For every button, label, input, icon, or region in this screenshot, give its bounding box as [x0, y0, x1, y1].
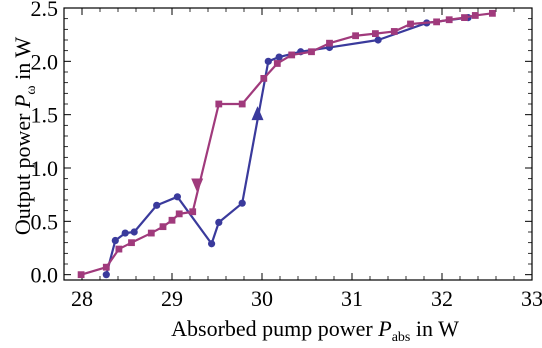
arrow-up-icon: [251, 106, 264, 121]
x-tick-label: 32: [431, 286, 453, 311]
data-point-square: [326, 39, 333, 47]
data-point-square: [407, 20, 414, 28]
data-point-square: [352, 32, 359, 40]
y-tick-label: 2.5: [31, 0, 59, 21]
data-point-square: [461, 14, 468, 21]
y-tick-label: 2.0: [31, 49, 59, 74]
data-point-circle: [275, 53, 283, 61]
data-point-circle: [102, 271, 110, 279]
data-point-square: [288, 51, 296, 59]
series-1: [102, 14, 472, 279]
plot-frame: [63, 7, 533, 281]
data-point-circle: [111, 236, 119, 245]
data-point-square: [189, 208, 197, 216]
data-point-square: [102, 263, 110, 271]
data-point-square: [238, 100, 246, 108]
data-point-square: [471, 12, 479, 19]
data-point-circle: [173, 193, 181, 201]
data-point-square: [445, 16, 453, 24]
y-axis-title: Output power Pω in W: [10, 37, 39, 235]
data-point-square: [115, 245, 123, 253]
x-tick-label: 29: [161, 286, 183, 311]
data-point-square: [147, 229, 155, 237]
data-point-circle: [130, 228, 138, 236]
data-point-square: [168, 216, 176, 224]
x-tick-label: 31: [341, 286, 363, 311]
x-tick-label: 28: [71, 286, 93, 311]
y-tick-label: 0.5: [31, 209, 59, 234]
y-tick-label: 1.0: [31, 156, 59, 181]
x-tick-label: 33: [521, 286, 542, 311]
series-2: [77, 9, 496, 279]
y-tick-label: 1.5: [31, 103, 59, 128]
data-point-square: [215, 100, 223, 108]
data-point-square: [159, 223, 167, 231]
annotation-layer: [191, 106, 264, 193]
data-point-circle: [215, 218, 223, 226]
data-point-circle: [264, 57, 272, 65]
data-point-square: [390, 28, 398, 35]
data-point-square: [273, 60, 281, 67]
data-point-square: [489, 9, 496, 17]
data-point-square: [308, 48, 315, 56]
plot-border: [63, 7, 533, 281]
data-point-square: [128, 239, 135, 247]
data-point-square: [77, 271, 85, 279]
data-point-circle: [153, 201, 161, 209]
data-point-circle: [374, 36, 382, 44]
y-axis-ticks: 0.0 0.5 1.0 1.5 2.0 2.5: [31, 0, 532, 288]
series-line: [80, 12, 493, 276]
data-point-circle: [208, 240, 216, 248]
x-tick-label: 30: [251, 286, 273, 311]
x-axis-ticks: 28 29 30 31 32 33: [71, 8, 542, 311]
data-point-square: [260, 75, 268, 82]
y-tick-label: 0.0: [31, 263, 59, 288]
data-point-square: [175, 210, 183, 218]
arrow-down-icon: [191, 178, 204, 193]
data-point-circle: [121, 229, 129, 237]
x-axis-title: Absorbed pump power Pabs in W: [171, 316, 459, 345]
data-point-circle: [238, 199, 246, 207]
series-line: [105, 16, 469, 275]
data-point-square: [433, 18, 440, 26]
series-layer: [77, 9, 496, 279]
data-point-square: [372, 30, 379, 37]
